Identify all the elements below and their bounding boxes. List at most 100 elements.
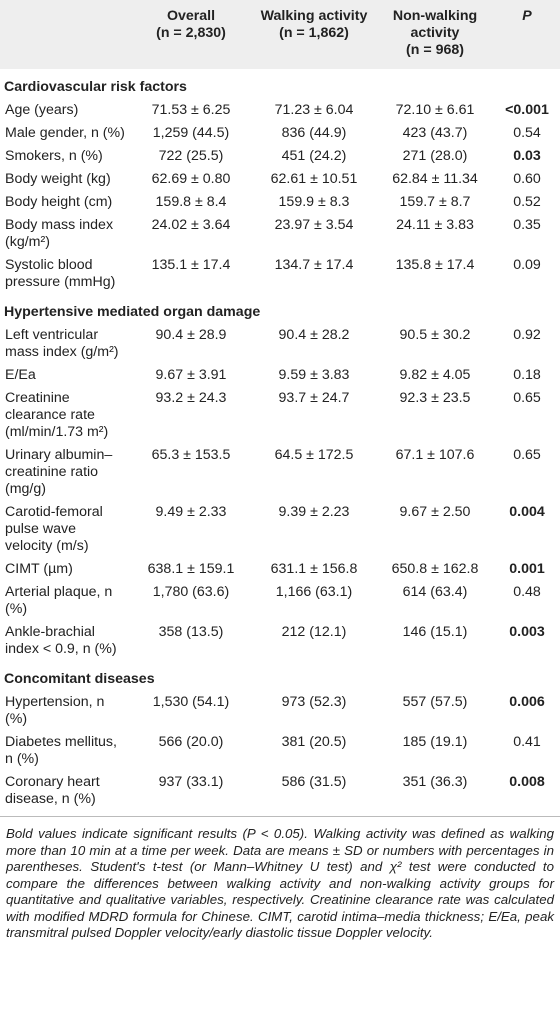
p-value: 0.35	[513, 217, 541, 233]
row-label: Diabetes mellitus, n (%)	[5, 734, 117, 767]
data-row: Arterial plaque, n (%) 1,780 (63.6) 1,166 …	[0, 581, 560, 621]
cell: 973 (52.3)	[281, 694, 347, 710]
data-row: Carotid-femoral pulse wave velocity (m/s…	[0, 501, 560, 558]
cell: 9.49 ± 2.33	[155, 504, 227, 520]
cell: 271 (28.0)	[402, 148, 468, 164]
cell: 72.10 ± 6.61	[395, 102, 475, 118]
row-label: Coronary heart disease, n (%)	[0, 771, 130, 817]
footnote: Bold values indicate significant results…	[6, 826, 554, 940]
p-value: 0.008	[494, 771, 560, 817]
data-row: Ankle-brachial index < 0.9, n (%) 358 (13…	[0, 621, 560, 661]
cell: 135.8 ± 17.4	[395, 257, 475, 273]
data-row: Smokers, n (%) 722 (25.5) 451 (24.2) 271 (2…	[0, 145, 560, 168]
row-label: Creatinine clearance rate (ml/min/1.73 m…	[5, 390, 109, 440]
cell: 62.84 ± 11.34	[392, 171, 478, 187]
cell: 62.69 ± 0.80	[151, 171, 231, 187]
section-title: Concomitant diseases	[4, 671, 155, 687]
table-header: Overall (n = 2,830) Walking activity (n = …	[0, 0, 560, 69]
header-row: Overall (n = 2,830) Walking activity (n = …	[0, 0, 560, 69]
cell: 62.61 ± 10.51	[270, 171, 358, 187]
column-n: (n = 1,862)	[279, 25, 349, 41]
row-label: Smokers, n (%)	[5, 148, 103, 164]
data-row: Diabetes mellitus, n (%) 566 (20.0) 381 (2…	[0, 731, 560, 771]
cell: 9.67 ± 2.50	[399, 504, 471, 520]
cell: 358 (13.5)	[158, 624, 224, 640]
cell: 67.1 ± 107.6	[395, 447, 475, 463]
cell: 159.9 ± 8.3	[278, 194, 350, 210]
data-row: Body weight (kg) 62.69 ± 0.80 62.61 ± 10.5…	[0, 168, 560, 191]
cell: 93.2 ± 24.3	[155, 390, 227, 406]
data-row: Body height (cm) 159.8 ± 8.4 159.9 ± 8.3 15…	[0, 191, 560, 214]
section-title: Cardiovascular risk factors	[4, 79, 187, 95]
p-value: 0.48	[513, 584, 541, 600]
data-table: Overall (n = 2,830) Walking activity (n = …	[0, 0, 560, 817]
p-value: 0.003	[509, 624, 545, 640]
cell: 135.1 ± 17.4	[151, 257, 231, 273]
cell: 351 (36.3)	[376, 771, 494, 817]
cell: 557 (57.5)	[402, 694, 468, 710]
p-value: 0.09	[513, 257, 541, 273]
cell: 614 (63.4)	[402, 584, 468, 600]
cell: 92.3 ± 23.5	[399, 390, 471, 406]
p-value: 0.92	[513, 327, 541, 343]
row-label: Urinary albumin–creatinine ratio (mg/g)	[5, 447, 113, 497]
cell: 159.8 ± 8.4	[155, 194, 227, 210]
p-value: 0.60	[513, 171, 541, 187]
data-row: Hypertension, n (%) 1,530 (54.1) 973 (52.3…	[0, 691, 560, 731]
p-value: 0.65	[513, 447, 541, 463]
data-row: Coronary heart disease, n (%) 937 (33.1) 5…	[0, 771, 560, 817]
cell: 423 (43.7)	[402, 125, 468, 141]
data-row: Systolic blood pressure (mmHg) 135.1 ± 17…	[0, 254, 560, 294]
cell: 134.7 ± 17.4	[274, 257, 354, 273]
cell: 146 (15.1)	[402, 624, 468, 640]
p-value: 0.03	[513, 148, 541, 164]
p-value: 0.54	[513, 125, 541, 141]
p-header: P	[494, 0, 560, 69]
row-label: Body weight (kg)	[5, 171, 111, 187]
cell: 631.1 ± 156.8	[270, 561, 358, 577]
p-value: 0.001	[509, 561, 545, 577]
row-label: Hypertension, n (%)	[5, 694, 105, 727]
cell: 9.67 ± 3.91	[155, 367, 227, 383]
cell: 90.5 ± 30.2	[399, 327, 471, 343]
column-title: Non-walking activity	[392, 8, 478, 41]
p-value: 0.41	[513, 734, 541, 750]
column-header: Non-walking activity (n = 968)	[376, 0, 494, 69]
data-row: CIMT (µm) 638.1 ± 159.1 631.1 ± 156.8 650.8…	[0, 558, 560, 581]
cell: 90.4 ± 28.9	[155, 327, 227, 343]
data-row: Age (years) 71.53 ± 6.25 71.23 ± 6.04 72.10…	[0, 99, 560, 122]
cell: 212 (12.1)	[281, 624, 347, 640]
data-row: Creatinine clearance rate (ml/min/1.73 m…	[0, 387, 560, 444]
cell: 836 (44.9)	[281, 125, 347, 141]
column-header: Overall (n = 2,830)	[130, 0, 252, 69]
p-value: 0.006	[509, 694, 545, 710]
p-value: 0.18	[513, 367, 541, 383]
row-label: Arterial plaque, n (%)	[5, 584, 113, 617]
data-row: Left ventricular mass index (g/m²) 90.4 ±…	[0, 324, 560, 364]
column-n: (n = 2,830)	[156, 25, 226, 41]
cell: 451 (24.2)	[281, 148, 347, 164]
cell: 65.3 ± 153.5	[151, 447, 231, 463]
p-value: <0.001	[505, 102, 549, 118]
section-title: Hypertensive mediated organ damage	[4, 304, 261, 320]
p-value: 0.52	[513, 194, 541, 210]
cell: 586 (31.5)	[252, 771, 376, 817]
cell: 1,259 (44.5)	[152, 125, 230, 141]
cell: 23.97 ± 3.54	[274, 217, 354, 233]
row-label: Body mass index (kg/m²)	[5, 217, 114, 250]
data-row: E/Ea 9.67 ± 3.91 9.59 ± 3.83 9.82 ± 4.05 0.1…	[0, 364, 560, 387]
cell: 1,530 (54.1)	[152, 694, 230, 710]
section-row: Concomitant diseases	[0, 661, 560, 691]
cell: 185 (19.1)	[402, 734, 468, 750]
column-title: Overall	[166, 8, 216, 24]
column-n: (n = 968)	[406, 42, 464, 58]
data-row: Male gender, n (%) 1,259 (44.5) 836 (44.9)…	[0, 122, 560, 145]
column-title: Walking activity	[260, 8, 368, 24]
cell: 638.1 ± 159.1	[147, 561, 235, 577]
cell: 9.82 ± 4.05	[399, 367, 471, 383]
row-label: Left ventricular mass index (g/m²)	[5, 327, 119, 360]
cell: 9.59 ± 3.83	[278, 367, 350, 383]
cell: 71.53 ± 6.25	[151, 102, 231, 118]
cell: 9.39 ± 2.23	[278, 504, 350, 520]
